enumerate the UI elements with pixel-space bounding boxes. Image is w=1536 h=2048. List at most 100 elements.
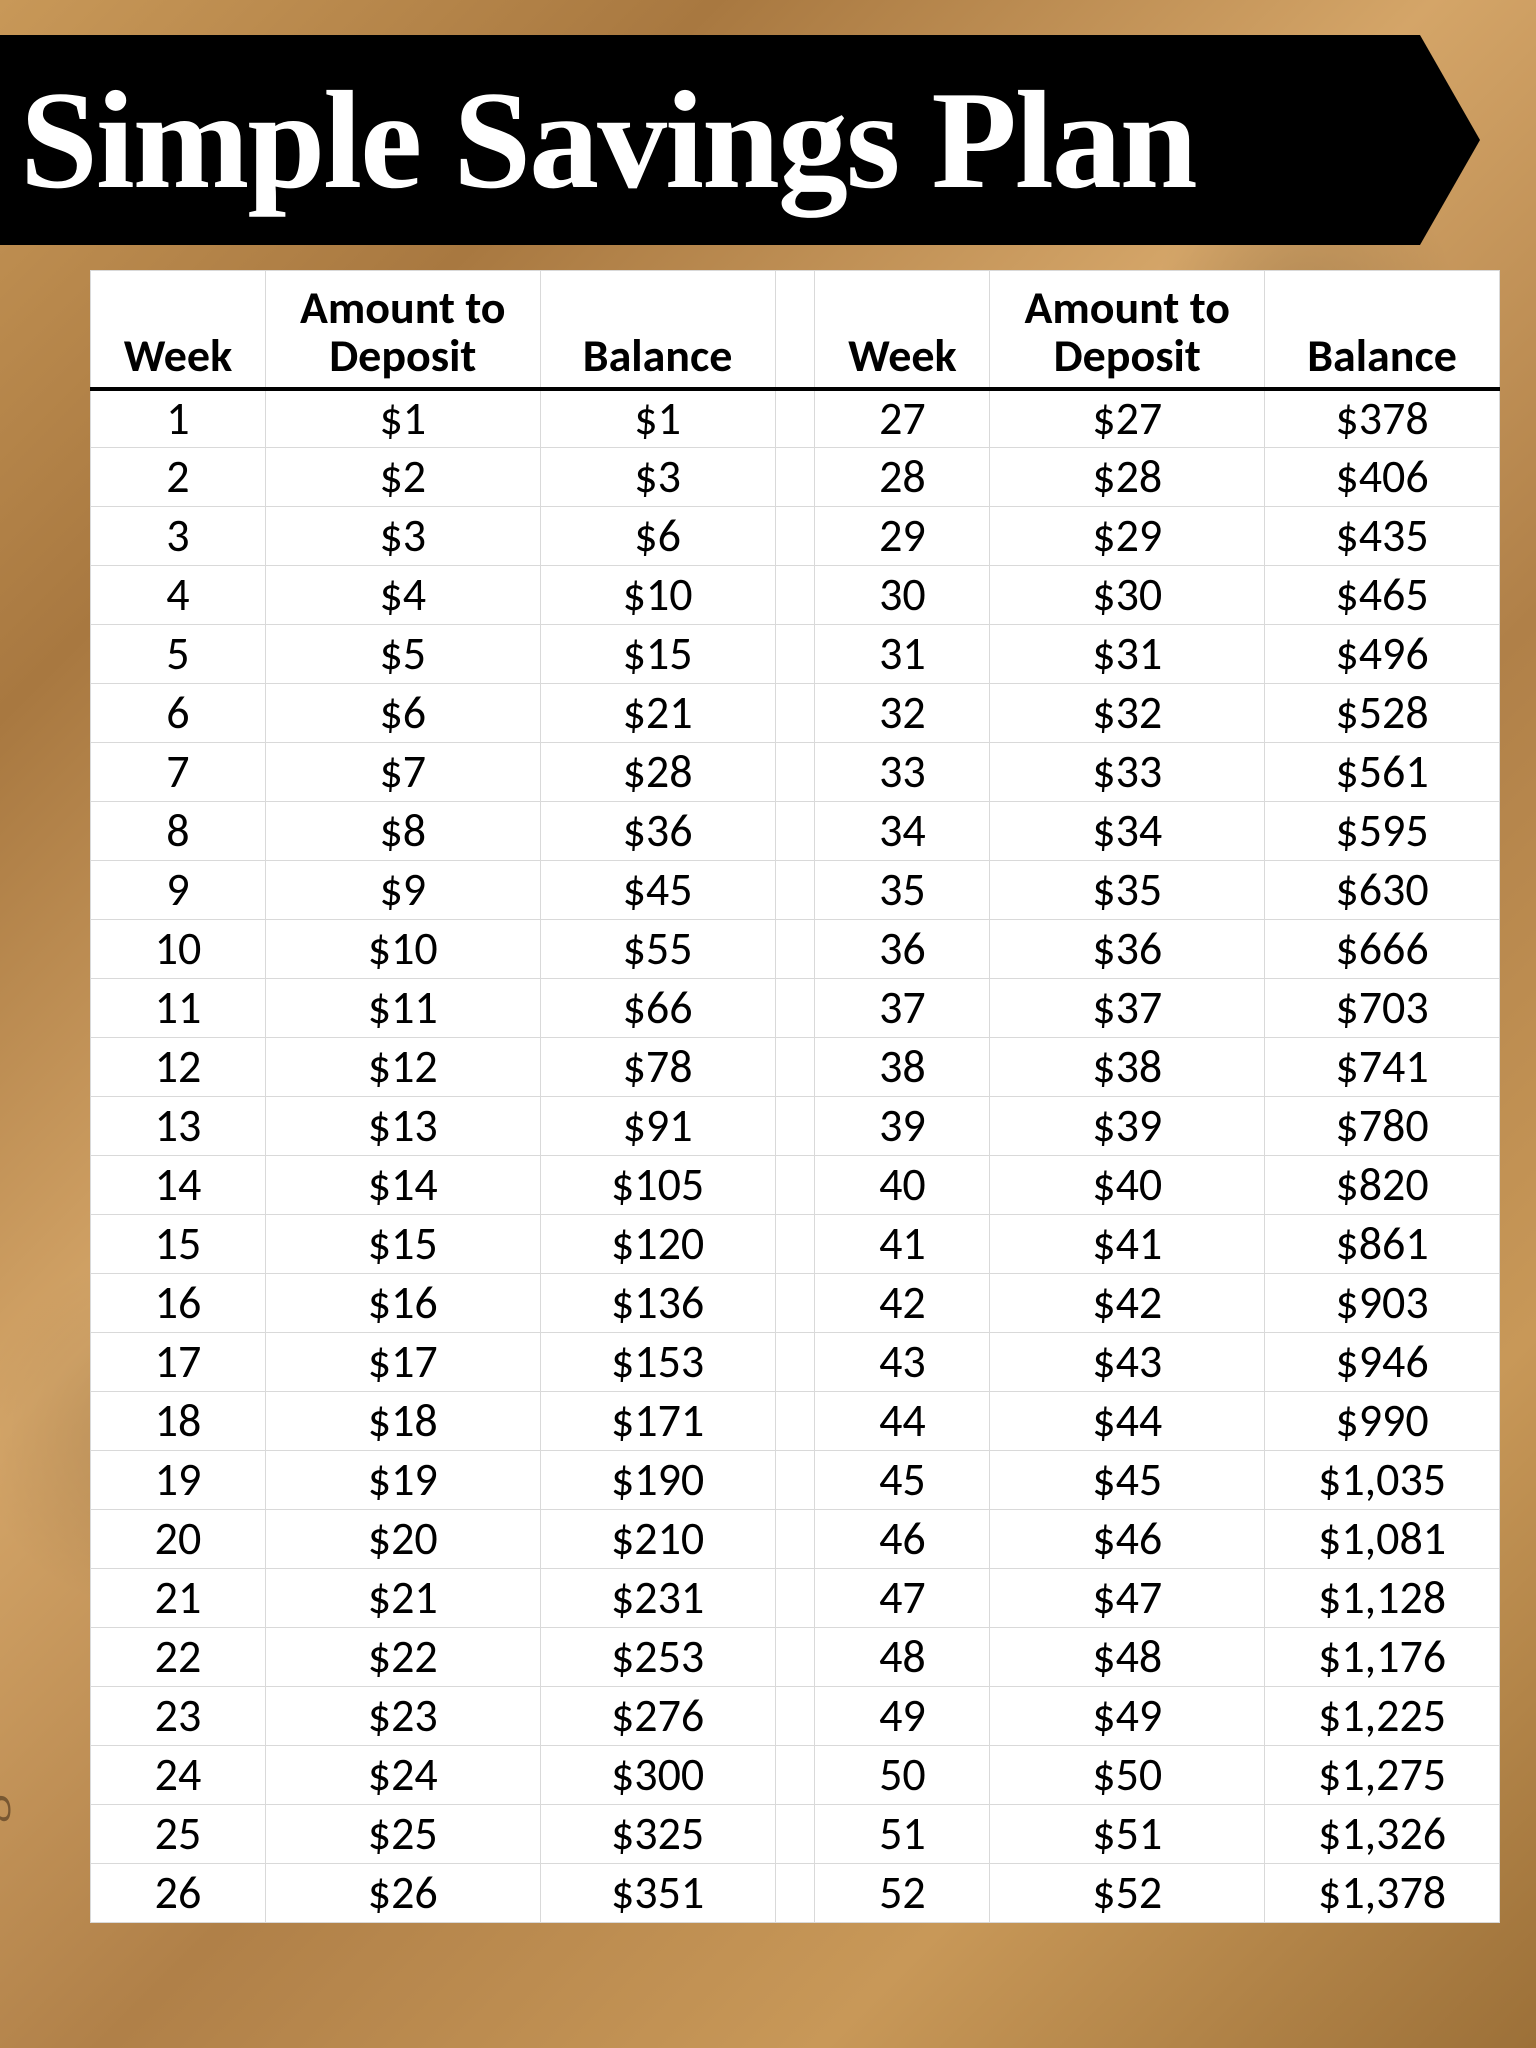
- cell-deposit-2: $45: [990, 1451, 1265, 1510]
- cell-balance: $3: [540, 448, 775, 507]
- cell-week-2: 27: [815, 389, 990, 448]
- cell-week-2: 48: [815, 1628, 990, 1687]
- cell-deposit: $5: [265, 625, 540, 684]
- col-header-deposit2-l2: Deposit: [1054, 328, 1201, 384]
- cell-deposit-2: $31: [990, 625, 1265, 684]
- cell-balance-2: $1,128: [1265, 1569, 1500, 1628]
- cell-deposit-2: $35: [990, 861, 1265, 920]
- table-row: 24$24$30050$50$1,275: [91, 1746, 1500, 1805]
- cell-week-2: 36: [815, 920, 990, 979]
- cell-gap: [775, 802, 815, 861]
- cell-week: 3: [91, 507, 266, 566]
- cell-week-2: 34: [815, 802, 990, 861]
- table-row: 8$8$3634$34$595: [91, 802, 1500, 861]
- cell-deposit: $16: [265, 1274, 540, 1333]
- cell-week: 9: [91, 861, 266, 920]
- cell-balance: $66: [540, 979, 775, 1038]
- cell-gap: [775, 625, 815, 684]
- col-header-week-2: Week: [815, 271, 990, 389]
- cell-gap: [775, 389, 815, 448]
- cell-balance-2: $1,176: [1265, 1628, 1500, 1687]
- col-header-deposit: Amount to Deposit: [265, 271, 540, 389]
- col-header-deposit-2: Amount to Deposit: [990, 271, 1265, 389]
- cell-balance-2: $703: [1265, 979, 1500, 1038]
- cell-week: 1: [91, 389, 266, 448]
- table-row: 17$17$15343$43$946: [91, 1333, 1500, 1392]
- cell-week-2: 46: [815, 1510, 990, 1569]
- cell-deposit-2: $32: [990, 684, 1265, 743]
- title-banner: Simple Savings Plan: [0, 35, 1480, 245]
- table-row: 5$5$1531$31$496: [91, 625, 1500, 684]
- cell-balance-2: $1,275: [1265, 1746, 1500, 1805]
- cell-week-2: 31: [815, 625, 990, 684]
- table-row: 13$13$9139$39$780: [91, 1097, 1500, 1156]
- cell-gap: [775, 566, 815, 625]
- cell-balance-2: $435: [1265, 507, 1500, 566]
- cell-week-2: 47: [815, 1569, 990, 1628]
- cell-week-2: 45: [815, 1451, 990, 1510]
- cell-deposit: $25: [265, 1805, 540, 1864]
- table-row: 18$18$17144$44$990: [91, 1392, 1500, 1451]
- cell-deposit: $1: [265, 389, 540, 448]
- cell-week: 24: [91, 1746, 266, 1805]
- table-row: 22$22$25348$48$1,176: [91, 1628, 1500, 1687]
- cell-deposit-2: $49: [990, 1687, 1265, 1746]
- cell-balance: $190: [540, 1451, 775, 1510]
- table-row: 20$20$21046$46$1,081: [91, 1510, 1500, 1569]
- col-header-balance-2: Balance: [1265, 271, 1500, 389]
- table-row: 1$1$127$27$378: [91, 389, 1500, 448]
- cell-balance: $120: [540, 1215, 775, 1274]
- page-title: Simple Savings Plan: [20, 60, 1196, 221]
- cell-deposit: $26: [265, 1864, 540, 1923]
- cell-week-2: 40: [815, 1156, 990, 1215]
- cell-balance: $78: [540, 1038, 775, 1097]
- cell-balance-2: $1,035: [1265, 1451, 1500, 1510]
- cell-week-2: 43: [815, 1333, 990, 1392]
- cell-balance-2: $595: [1265, 802, 1500, 861]
- cell-gap: [775, 1451, 815, 1510]
- cell-week: 11: [91, 979, 266, 1038]
- cell-gap: [775, 448, 815, 507]
- cell-balance-2: $561: [1265, 743, 1500, 802]
- cell-balance-2: $406: [1265, 448, 1500, 507]
- table-row: 23$23$27649$49$1,225: [91, 1687, 1500, 1746]
- cell-week: 16: [91, 1274, 266, 1333]
- cell-week: 4: [91, 566, 266, 625]
- cell-gap: [775, 920, 815, 979]
- cell-week-2: 41: [815, 1215, 990, 1274]
- cell-balance: $153: [540, 1333, 775, 1392]
- cell-deposit: $8: [265, 802, 540, 861]
- cell-balance: $171: [540, 1392, 775, 1451]
- cell-balance: $325: [540, 1805, 775, 1864]
- cell-gap: [775, 1805, 815, 1864]
- cell-week-2: 32: [815, 684, 990, 743]
- cell-deposit-2: $48: [990, 1628, 1265, 1687]
- savings-table: Week Amount to Deposit Balance Week Amou…: [90, 270, 1500, 1923]
- table-row: 2$2$328$28$406: [91, 448, 1500, 507]
- cell-gap: [775, 1569, 815, 1628]
- cell-deposit-2: $42: [990, 1274, 1265, 1333]
- cell-week: 21: [91, 1569, 266, 1628]
- cell-deposit-2: $37: [990, 979, 1265, 1038]
- cell-deposit: $6: [265, 684, 540, 743]
- cell-deposit: $22: [265, 1628, 540, 1687]
- cell-balance-2: $1,326: [1265, 1805, 1500, 1864]
- cell-gap: [775, 1864, 815, 1923]
- cell-week-2: 35: [815, 861, 990, 920]
- cell-week: 7: [91, 743, 266, 802]
- cell-deposit-2: $30: [990, 566, 1265, 625]
- cell-week: 25: [91, 1805, 266, 1864]
- cell-balance-2: $1,378: [1265, 1864, 1500, 1923]
- cell-week: 13: [91, 1097, 266, 1156]
- cell-gap: [775, 1746, 815, 1805]
- cell-deposit: $14: [265, 1156, 540, 1215]
- cell-week-2: 50: [815, 1746, 990, 1805]
- cell-balance-2: $780: [1265, 1097, 1500, 1156]
- cell-week-2: 37: [815, 979, 990, 1038]
- cell-balance-2: $378: [1265, 389, 1500, 448]
- cell-balance: $36: [540, 802, 775, 861]
- cell-week: 5: [91, 625, 266, 684]
- table-row: 15$15$12041$41$861: [91, 1215, 1500, 1274]
- cell-deposit: $10: [265, 920, 540, 979]
- cell-balance-2: $990: [1265, 1392, 1500, 1451]
